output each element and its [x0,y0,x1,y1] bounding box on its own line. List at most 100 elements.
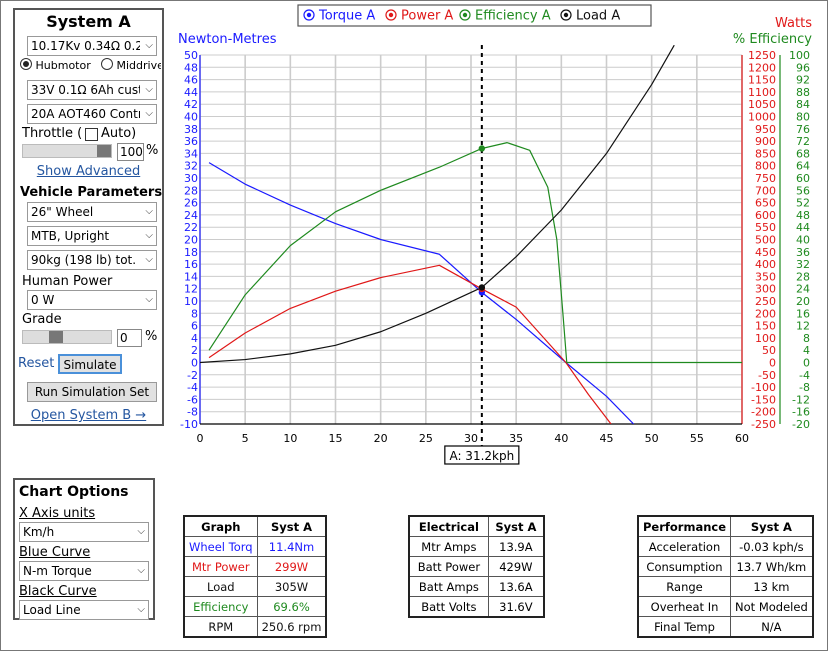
left-tick-label: 10 [184,295,198,308]
weight-select[interactable]: 90kg (198 lb) tot. v ⌵ [27,250,157,270]
motor-chart[interactable]: Torque A Power A Efficiency A Load A Newton… [0,0,828,470]
row-value: N/A [730,616,814,638]
motor-select[interactable]: 10.17Kv 0.34Ω 0.2n ⌵ [27,36,157,56]
speed-marker[interactable]: A: 31.2kph [444,45,520,465]
row-value: 13.6A [487,576,545,597]
marker-label-box [444,445,520,465]
table-row: Batt Volts 31.6V [408,596,545,618]
throttle-slider-thumb[interactable] [97,145,111,157]
row-label: Batt Volts [408,596,489,618]
table-row: Final Temp N/A [637,616,814,638]
row-value: 305W [256,576,327,597]
x-tick-label: 55 [690,432,704,445]
black-curve-select[interactable]: Load Line ⌵ [19,600,149,620]
watts-tick-label: 350 [755,270,776,283]
legend-item[interactable]: Efficiency A [475,9,551,24]
watts-tick-label: 150 [755,320,776,333]
system-a-panel: System A 10.17Kv 0.34Ω 0.2n ⌵ Hubmotor Mi… [13,8,164,426]
grade-slider[interactable] [22,330,112,344]
show-advanced-link[interactable]: Show Advanced [36,164,141,179]
controller-select-value: 20A AOT460 Contr [31,107,140,121]
left-tick-label: 42 [184,98,198,111]
row-label: Acceleration [637,536,732,557]
grade-input[interactable]: 0 [117,329,142,347]
controller-select[interactable]: 20A AOT460 Contr ⌵ [27,104,157,124]
watts-tick-label: 1050 [748,98,776,111]
auto-checkbox[interactable] [85,128,98,141]
auto-label: Auto) [101,126,137,141]
row-value: 299W [256,556,327,577]
left-tick-label: 12 [184,283,198,296]
hubmotor-radio[interactable]: Hubmotor [20,58,91,72]
middrive-radio[interactable]: Middrive [101,58,161,72]
row-label: Batt Amps [408,576,489,597]
human-power-select[interactable]: 0 W ⌵ [27,290,157,310]
efficiency-tick-label: 28 [796,270,810,283]
efficiency-tick-label: 48 [796,209,810,222]
x-tick-label: 45 [600,432,614,445]
chevron-down-icon: ⌵ [145,206,153,217]
throttle-input[interactable]: 100 [117,143,144,161]
system-title: System A [46,12,131,31]
left-tick-label: 14 [184,270,198,283]
marker-dot [478,284,486,291]
performance-header: Performance [637,515,732,537]
legend-item[interactable]: Load A [576,9,620,24]
left-tick-label: 22 [184,221,198,234]
row-value: 11.4Nm [256,536,327,557]
chevron-down-icon: ⌵ [137,526,145,537]
middrive-label: Middrive [116,59,162,72]
row-label: Mtr Power [183,556,258,577]
legend-item[interactable]: Power A [401,9,453,24]
efficiency-tick-label: 64 [796,160,810,173]
left-tick-label: 26 [184,197,198,210]
table-row: Acceleration -0.03 kph/s [637,536,814,557]
hubmotor-label: Hubmotor [35,59,91,72]
blue-curve-select[interactable]: N-m Torque ⌵ [19,561,149,581]
left-tick-label: -8 [187,406,198,419]
legend-item[interactable]: Torque A [318,9,375,24]
efficiency-tick-label: -8 [799,381,810,394]
x-tick-label: 30 [464,432,478,445]
watts-tick-label: 1000 [748,111,776,124]
motor-select-value: 10.17Kv 0.34Ω 0.2n [31,39,140,53]
torque-curve [208,162,635,424]
grade-slider-thumb[interactable] [49,331,63,343]
watts-tick-label: 50 [762,344,776,357]
wheel-select[interactable]: 26" Wheel ⌵ [27,202,157,222]
chevron-down-icon: ⌵ [145,40,153,51]
efficiency-tick-label: 52 [796,197,810,210]
left-tick-label: -2 [187,369,198,382]
watts-tick-label: 1100 [748,86,776,99]
black-curve-value: Load Line [23,603,81,617]
throttle-percent: % [146,143,159,158]
riding-position-select[interactable]: MTB, Upright ⌵ [27,226,157,246]
simulate-button[interactable]: Simulate [58,354,122,374]
left-tick-label: 44 [184,86,198,99]
run-simulation-set-button[interactable]: Run Simulation Set [27,382,157,402]
left-tick-label: 8 [191,307,198,320]
row-value: -0.03 kph/s [730,536,814,557]
efficiency-axis-title: % Efficiency [733,32,812,47]
watts-tick-label: -200 [751,406,776,419]
table-row: Range 13 km [637,576,814,597]
battery-select[interactable]: 33V 0.1Ω 6Ah cust ⌵ [27,80,157,100]
open-system-b-link[interactable]: Open System B → [30,408,147,423]
watts-tick-label: 900 [755,135,776,148]
throttle-slider[interactable] [22,144,112,158]
x-axis-select[interactable]: Km/h ⌵ [19,522,149,542]
reset-link[interactable]: Reset [18,356,55,371]
chart-series [200,45,742,424]
watts-tick-label: 0 [769,357,776,370]
x-tick-label: 10 [283,432,297,445]
table-row: Overheat In Not Modeled [637,596,814,617]
graph-syst-header: Syst A [256,515,327,537]
watts-tick-label: 700 [755,184,776,197]
efficiency-tick-label: 56 [796,184,810,197]
marker-dot [478,145,486,152]
watts-tick-label: 200 [755,307,776,320]
efficiency-tick-label: 32 [796,258,810,271]
efficiency-tick-label: 84 [796,98,810,111]
watts-tick-label: 400 [755,258,776,271]
left-tick-label: 18 [184,246,198,259]
